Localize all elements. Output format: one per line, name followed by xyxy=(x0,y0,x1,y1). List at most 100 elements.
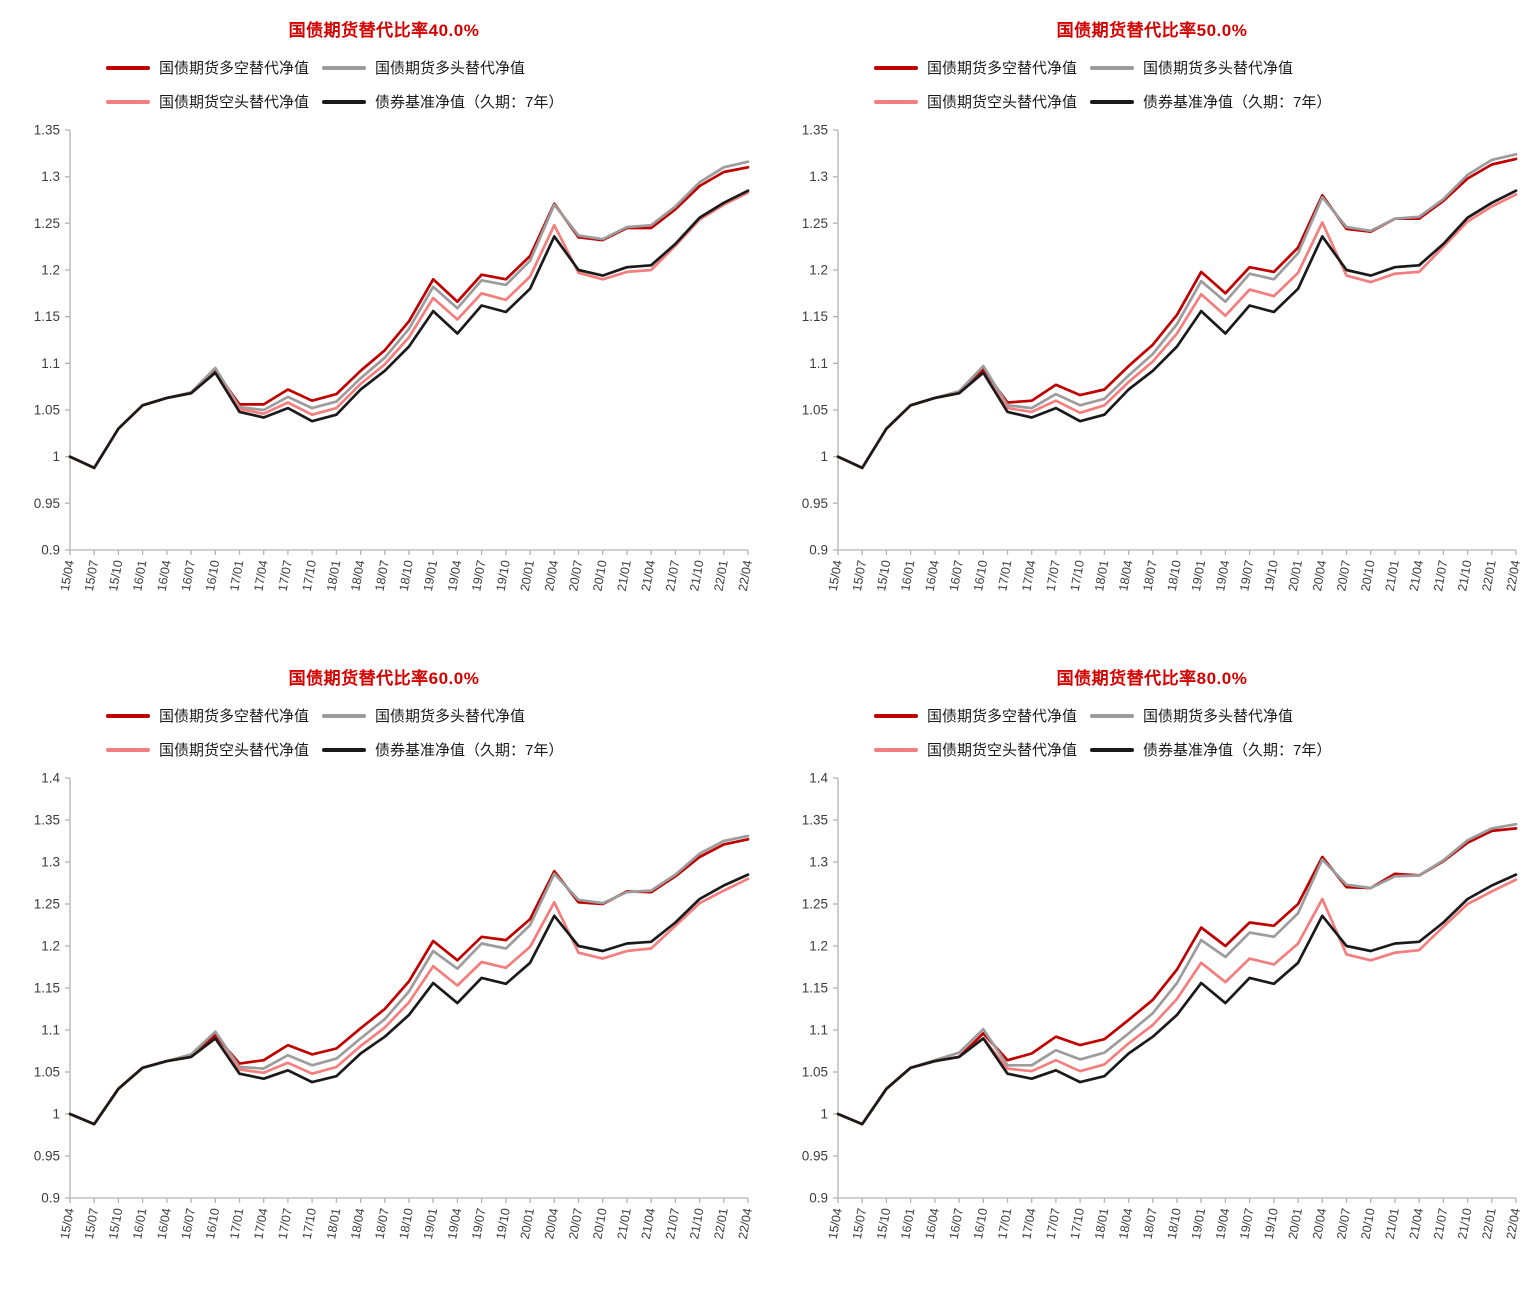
svg-text:1: 1 xyxy=(820,1107,828,1122)
svg-text:22/04: 22/04 xyxy=(1504,1207,1523,1240)
svg-text:17/10: 17/10 xyxy=(1068,559,1087,592)
chart-panel-ratio-80: 国债期货替代比率80.0% 国债期货多空替代净值 国债期货多头替代净值 国债期货… xyxy=(768,648,1536,1296)
svg-text:1.05: 1.05 xyxy=(802,1065,828,1080)
line-chart-svg: 0.9 0.95 1 1.05 1.1 1.15 1.2 1.25 1.3 1.35 1.4 15/0… xyxy=(802,771,1523,1241)
chart-title: 国债期货替代比率60.0% xyxy=(288,669,480,688)
svg-text:19/07: 19/07 xyxy=(1237,559,1256,592)
svg-text:18/04: 18/04 xyxy=(348,1207,367,1240)
svg-text:1.4: 1.4 xyxy=(41,771,60,786)
legend-line-swatch-gray xyxy=(1090,65,1134,70)
legend-item-long: 国债期货多头替代净值 xyxy=(1090,57,1430,78)
svg-text:1.2: 1.2 xyxy=(809,939,828,954)
legend-item-benchmark: 债券基准净值（久期：7年） xyxy=(322,91,662,112)
svg-text:21/01: 21/01 xyxy=(615,559,634,592)
legend-label: 债券基准净值（久期：7年） xyxy=(375,742,564,759)
svg-text:1.25: 1.25 xyxy=(802,216,828,231)
svg-text:16/07: 16/07 xyxy=(947,559,966,592)
legend-line-swatch-pink xyxy=(106,747,150,752)
svg-text:21/04: 21/04 xyxy=(639,1207,658,1240)
svg-text:21/07: 21/07 xyxy=(1431,1207,1450,1240)
svg-text:20/04: 20/04 xyxy=(1310,559,1329,592)
svg-text:21/04: 21/04 xyxy=(1407,1207,1426,1240)
svg-text:20/07: 20/07 xyxy=(1334,559,1353,592)
svg-text:19/01: 19/01 xyxy=(421,559,440,592)
svg-text:17/07: 17/07 xyxy=(1044,1207,1063,1240)
legend-label: 国债期货多空替代净值 xyxy=(927,60,1078,77)
svg-text:21/10: 21/10 xyxy=(1455,1207,1474,1240)
legend-item-long-short: 国债期货多空替代净值 xyxy=(874,705,1090,726)
svg-text:21/10: 21/10 xyxy=(687,559,706,592)
svg-text:17/10: 17/10 xyxy=(300,1207,319,1240)
svg-text:21/01: 21/01 xyxy=(1383,559,1402,592)
svg-text:17/01: 17/01 xyxy=(227,559,246,592)
svg-text:18/04: 18/04 xyxy=(1116,1207,1135,1240)
chart-panel-ratio-40: 国债期货替代比率40.0% 国债期货多空替代净值 国债期货多头替代净值 国债期货… xyxy=(0,0,768,648)
chart-title: 国债期货替代比率80.0% xyxy=(1056,669,1248,688)
svg-text:16/10: 16/10 xyxy=(203,559,222,592)
svg-text:22/01: 22/01 xyxy=(712,1207,731,1240)
svg-text:1.35: 1.35 xyxy=(34,123,60,138)
svg-text:18/07: 18/07 xyxy=(1141,559,1160,592)
svg-text:22/04: 22/04 xyxy=(736,1207,755,1240)
svg-text:21/10: 21/10 xyxy=(687,1207,706,1240)
svg-text:1.3: 1.3 xyxy=(41,169,60,184)
svg-text:1.15: 1.15 xyxy=(802,309,828,324)
svg-text:16/10: 16/10 xyxy=(971,1207,990,1240)
svg-text:19/10: 19/10 xyxy=(1262,1207,1281,1240)
legend-label: 国债期货空头替代净值 xyxy=(927,94,1078,111)
svg-text:17/10: 17/10 xyxy=(1068,1207,1087,1240)
svg-text:20/04: 20/04 xyxy=(542,1207,561,1240)
svg-text:17/04: 17/04 xyxy=(1019,559,1038,592)
legend-label: 国债期货空头替代净值 xyxy=(159,94,310,111)
svg-text:18/04: 18/04 xyxy=(348,559,367,592)
svg-text:20/01: 20/01 xyxy=(1286,559,1305,592)
svg-text:0.9: 0.9 xyxy=(809,543,828,558)
svg-text:18/01: 18/01 xyxy=(324,1207,343,1240)
svg-text:1: 1 xyxy=(820,449,828,464)
legend-item-long-short: 国债期货多空替代净值 xyxy=(874,57,1090,78)
svg-text:22/04: 22/04 xyxy=(736,559,755,592)
svg-text:1.15: 1.15 xyxy=(34,309,60,324)
legend-line-swatch-black xyxy=(1090,747,1134,752)
svg-text:15/10: 15/10 xyxy=(106,559,125,592)
svg-text:17/01: 17/01 xyxy=(227,1207,246,1240)
svg-text:15/10: 15/10 xyxy=(874,559,893,592)
svg-text:20/10: 20/10 xyxy=(1358,1207,1377,1240)
legend-label: 债券基准净值（久期：7年） xyxy=(1143,742,1332,759)
svg-text:17/07: 17/07 xyxy=(1044,559,1063,592)
svg-text:1: 1 xyxy=(52,449,60,464)
svg-text:0.95: 0.95 xyxy=(802,1149,828,1164)
svg-text:15/07: 15/07 xyxy=(82,559,101,592)
svg-text:20/10: 20/10 xyxy=(1358,559,1377,592)
line-chart-svg: 0.9 0.95 1 1.05 1.1 1.15 1.2 1.25 1.3 1.35 1.4 15/0… xyxy=(34,771,755,1241)
svg-text:1.3: 1.3 xyxy=(41,855,60,870)
svg-text:15/04: 15/04 xyxy=(58,559,77,592)
line-chart-svg: 0.9 0.95 1 1.05 1.1 1.15 1.2 1.25 1.3 1.35 15/04 15… xyxy=(802,123,1523,593)
svg-text:0.95: 0.95 xyxy=(802,496,828,511)
svg-text:18/07: 18/07 xyxy=(373,1207,392,1240)
svg-text:15/04: 15/04 xyxy=(826,559,845,592)
svg-text:16/01: 16/01 xyxy=(130,559,149,592)
svg-text:19/01: 19/01 xyxy=(1189,559,1208,592)
svg-text:19/04: 19/04 xyxy=(445,559,464,592)
svg-text:19/07: 19/07 xyxy=(469,559,488,592)
svg-text:17/01: 17/01 xyxy=(995,1207,1014,1240)
svg-text:16/07: 16/07 xyxy=(179,1207,198,1240)
svg-text:16/10: 16/10 xyxy=(203,1207,222,1240)
svg-text:1.15: 1.15 xyxy=(802,981,828,996)
svg-text:16/10: 16/10 xyxy=(971,559,990,592)
legend-line-swatch-pink xyxy=(874,747,918,752)
svg-text:18/10: 18/10 xyxy=(1165,1207,1184,1240)
svg-text:22/01: 22/01 xyxy=(1480,559,1499,592)
chart-title: 国债期货替代比率40.0% xyxy=(288,21,480,40)
svg-text:1.05: 1.05 xyxy=(34,1065,60,1080)
svg-text:15/07: 15/07 xyxy=(850,1207,869,1240)
legend-item-short: 国债期货空头替代净值 xyxy=(106,739,322,760)
svg-text:0.9: 0.9 xyxy=(809,1191,828,1206)
svg-text:16/04: 16/04 xyxy=(923,1207,942,1240)
svg-text:1.35: 1.35 xyxy=(802,123,828,138)
svg-text:21/01: 21/01 xyxy=(615,1207,634,1240)
svg-text:0.95: 0.95 xyxy=(34,1149,60,1164)
svg-text:1: 1 xyxy=(52,1107,60,1122)
svg-text:19/10: 19/10 xyxy=(494,1207,513,1240)
